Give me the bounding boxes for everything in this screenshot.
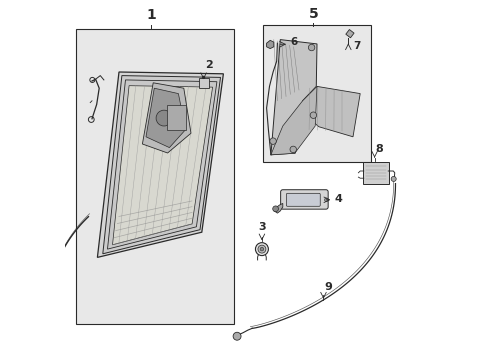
Circle shape [391,176,396,181]
Circle shape [324,198,328,202]
Circle shape [255,243,269,256]
Text: 8: 8 [375,144,383,154]
Circle shape [258,245,266,253]
Polygon shape [346,30,354,38]
Polygon shape [274,203,283,213]
Polygon shape [98,72,223,257]
Text: 9: 9 [324,282,332,292]
Polygon shape [305,86,360,137]
Circle shape [233,332,241,340]
Polygon shape [103,76,220,254]
Text: 3: 3 [258,222,266,232]
Circle shape [260,247,264,251]
Text: 2: 2 [205,60,213,70]
Circle shape [290,146,296,153]
FancyBboxPatch shape [76,29,234,324]
FancyBboxPatch shape [363,162,389,184]
Polygon shape [143,83,191,153]
Polygon shape [113,86,213,245]
FancyBboxPatch shape [281,190,328,209]
Polygon shape [271,86,317,155]
Circle shape [310,112,317,118]
Polygon shape [107,80,217,249]
Text: 7: 7 [353,41,360,51]
Circle shape [156,110,172,126]
Text: 1: 1 [147,8,156,22]
Circle shape [308,44,315,51]
Polygon shape [267,40,274,49]
Text: 5: 5 [309,7,318,21]
Circle shape [273,206,278,212]
Text: 4: 4 [334,194,342,204]
Circle shape [270,138,276,144]
FancyBboxPatch shape [167,105,186,130]
FancyBboxPatch shape [286,193,320,206]
Polygon shape [271,40,317,155]
FancyBboxPatch shape [263,25,371,162]
Polygon shape [146,88,186,148]
Text: 6: 6 [290,37,297,47]
FancyBboxPatch shape [198,78,209,88]
Circle shape [202,76,205,79]
